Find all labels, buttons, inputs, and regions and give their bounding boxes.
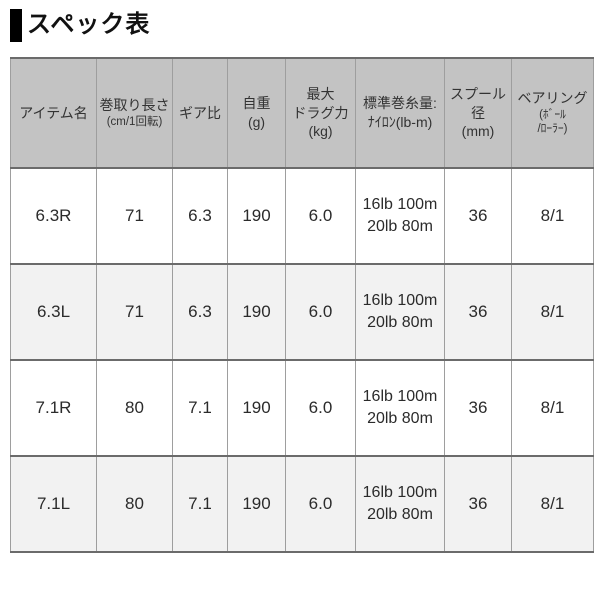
column-header-label: ベアリング [517,89,588,106]
cell-item-name: 7.1R [10,360,97,456]
column-header-line-capacity: 標準巻糸量: ﾅｲﾛﾝ(lb-m) [355,58,445,168]
column-header-gear-ratio: ギア比 [172,58,228,168]
spec-table: アイテム名 巻取り長さ (cm/1回転) ギア比 自重 (g) 最大 ドラグ力 (… [10,57,594,553]
column-header-spool-diameter: スプール 径 (mm) [444,58,512,168]
cell-retrieve-length: 71 [96,264,173,360]
cell-line-capacity: 16lb 100m 20lb 80m [355,456,445,552]
column-header-weight: 自重 (g) [227,58,286,168]
cell-gear-ratio: 6.3 [172,264,228,360]
cell-item-name: 6.3R [10,168,97,264]
column-header-sub: (ﾎﾞｰﾙ /ﾛｰﾗｰ) [537,108,568,136]
title-accent-bar [10,8,22,42]
page-title: スペック表 [27,11,151,38]
column-header-label: 自重 (g) [242,95,271,130]
cell-retrieve-length: 71 [96,168,173,264]
cell-spool-diameter: 36 [444,264,512,360]
cell-line-capacity: 16lb 100m 20lb 80m [355,264,445,360]
cell-spool-diameter: 36 [444,456,512,552]
column-header-label: 最大 ドラグ力 (kg) [292,85,349,140]
table-row: 6.3L 71 6.3 190 6.0 16lb 100m 20lb 80m 3… [10,264,594,360]
cell-weight: 190 [227,360,286,456]
cell-retrieve-length: 80 [96,360,173,456]
column-header-retrieve-length: 巻取り長さ (cm/1回転) [96,58,173,168]
column-header-label: アイテム名 [19,104,88,121]
cell-retrieve-length: 80 [96,456,173,552]
table-row: 6.3R 71 6.3 190 6.0 16lb 100m 20lb 80m 3… [10,168,594,264]
cell-max-drag: 6.0 [285,168,356,264]
header-row: アイテム名 巻取り長さ (cm/1回転) ギア比 自重 (g) 最大 ドラグ力 (… [10,58,594,168]
column-header-label: ギア比 [179,104,221,121]
cell-gear-ratio: 7.1 [172,456,228,552]
cell-weight: 190 [227,168,286,264]
column-header-label: スプール 径 (mm) [450,85,506,140]
cell-spool-diameter: 36 [444,360,512,456]
cell-weight: 190 [227,456,286,552]
column-header-label: 巻取り長さ [99,97,170,114]
cell-bearings: 8/1 [511,360,594,456]
cell-max-drag: 6.0 [285,456,356,552]
cell-item-name: 6.3L [10,264,97,360]
table-row: 7.1L 80 7.1 190 6.0 16lb 100m 20lb 80m 3… [10,456,594,552]
cell-line-capacity: 16lb 100m 20lb 80m [355,360,445,456]
cell-item-name: 7.1L [10,456,97,552]
cell-gear-ratio: 6.3 [172,168,228,264]
title-block: スペック表 [0,0,600,42]
cell-max-drag: 6.0 [285,360,356,456]
column-header-bearings: ベアリング (ﾎﾞｰﾙ /ﾛｰﾗｰ) [511,58,594,168]
cell-bearings: 8/1 [511,264,594,360]
cell-bearings: 8/1 [511,168,594,264]
column-header-label: 標準巻糸量: ﾅｲﾛﾝ(lb-m) [363,95,437,130]
column-header-item-name: アイテム名 [10,58,97,168]
cell-weight: 190 [227,264,286,360]
cell-gear-ratio: 7.1 [172,360,228,456]
column-header-sub: (cm/1回転) [106,115,163,128]
column-header-max-drag: 最大 ドラグ力 (kg) [285,58,356,168]
cell-max-drag: 6.0 [285,264,356,360]
cell-bearings: 8/1 [511,456,594,552]
cell-spool-diameter: 36 [444,168,512,264]
table-row: 7.1R 80 7.1 190 6.0 16lb 100m 20lb 80m 3… [10,360,594,456]
cell-line-capacity: 16lb 100m 20lb 80m [355,168,445,264]
